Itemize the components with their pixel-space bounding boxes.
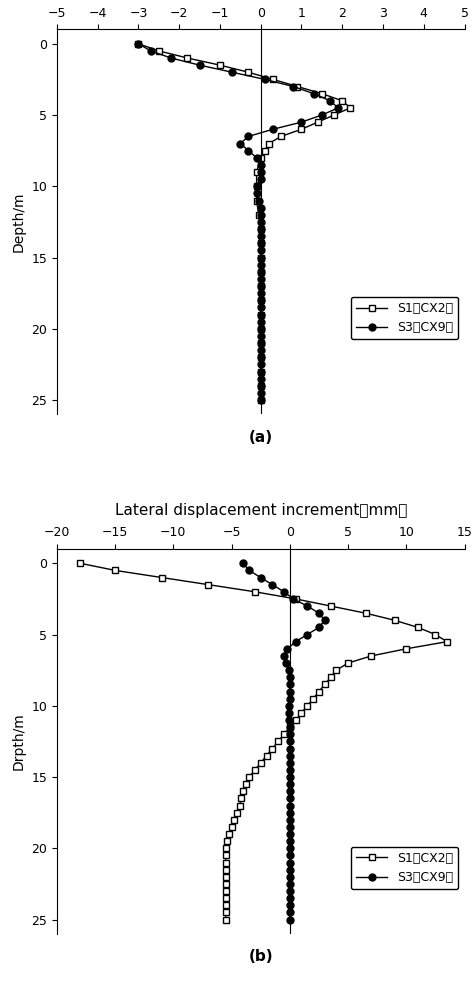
S1（CX2） (231, 814, 237, 826)
S1（CX2） (258, 394, 264, 406)
S1（CX2） (278, 131, 284, 143)
S3（CX9） (258, 294, 264, 306)
S3（CX9） (286, 665, 292, 676)
S1（CX2） (319, 87, 325, 99)
S3（CX9） (258, 394, 264, 406)
S1（CX2） (258, 351, 264, 363)
S1（CX2） (258, 366, 264, 377)
S1（CX2） (347, 102, 353, 114)
S1（CX2） (258, 322, 264, 334)
S1（CX2） (246, 66, 251, 78)
S1（CX2） (77, 557, 83, 569)
S1（CX2） (339, 94, 345, 106)
S1（CX2） (258, 223, 264, 235)
S1（CX2） (254, 166, 259, 178)
Title: Lateral displacement increment（mm）: Lateral displacement increment（mm） (115, 503, 407, 518)
Line: S1（CX2）: S1（CX2） (77, 559, 450, 923)
S1（CX2） (258, 294, 264, 306)
S1（CX2） (223, 914, 228, 926)
S3（CX9） (287, 914, 292, 926)
S1（CX2） (262, 145, 268, 156)
Legend: S1（CX2）, S3（CX9）: S1（CX2）, S3（CX9） (351, 297, 458, 339)
S1（CX2） (258, 379, 264, 391)
S1（CX2） (258, 309, 264, 320)
Line: S1（CX2）: S1（CX2） (135, 40, 354, 404)
S1（CX2） (256, 208, 262, 220)
S1（CX2） (258, 265, 264, 277)
S3（CX9） (258, 273, 264, 285)
Y-axis label: Drpth/m: Drpth/m (12, 713, 26, 771)
S1（CX2） (258, 151, 264, 163)
S1（CX2） (328, 671, 333, 683)
S1（CX2） (254, 195, 259, 206)
S1（CX2） (254, 180, 259, 192)
S1（CX2） (315, 116, 320, 128)
S1（CX2） (258, 252, 264, 263)
S1（CX2） (294, 81, 300, 92)
S3（CX9） (254, 151, 259, 163)
S1（CX2） (184, 52, 190, 64)
S3（CX9） (287, 814, 292, 826)
S3（CX9） (287, 792, 292, 804)
S3（CX9） (293, 636, 299, 648)
S1（CX2） (156, 45, 162, 57)
S3（CX9） (246, 145, 251, 156)
S1（CX2） (258, 280, 264, 292)
Line: S3（CX9）: S3（CX9） (240, 559, 328, 923)
S1（CX2） (444, 636, 450, 648)
Text: (b): (b) (248, 950, 273, 964)
S3（CX9） (136, 37, 141, 49)
S1（CX2） (334, 665, 339, 676)
S1（CX2） (331, 109, 337, 121)
S1（CX2） (258, 237, 264, 249)
S3（CX9） (287, 671, 292, 683)
S3（CX9） (287, 906, 292, 918)
S1（CX2） (223, 906, 228, 918)
Legend: S1（CX2）, S3（CX9）: S1（CX2）, S3（CX9） (351, 847, 458, 889)
Y-axis label: Depth/m: Depth/m (12, 192, 26, 253)
S1（CX2） (270, 74, 276, 86)
S1（CX2） (266, 138, 272, 149)
Text: (a): (a) (249, 430, 273, 444)
S3（CX9） (240, 557, 246, 569)
S1（CX2） (299, 123, 304, 135)
S1（CX2） (258, 337, 264, 349)
S1（CX2） (238, 792, 244, 804)
S3（CX9） (299, 116, 304, 128)
S1（CX2） (136, 37, 141, 49)
S1（CX2） (217, 59, 223, 71)
Line: S3（CX9）: S3（CX9） (135, 40, 342, 404)
S3（CX9） (258, 387, 264, 399)
